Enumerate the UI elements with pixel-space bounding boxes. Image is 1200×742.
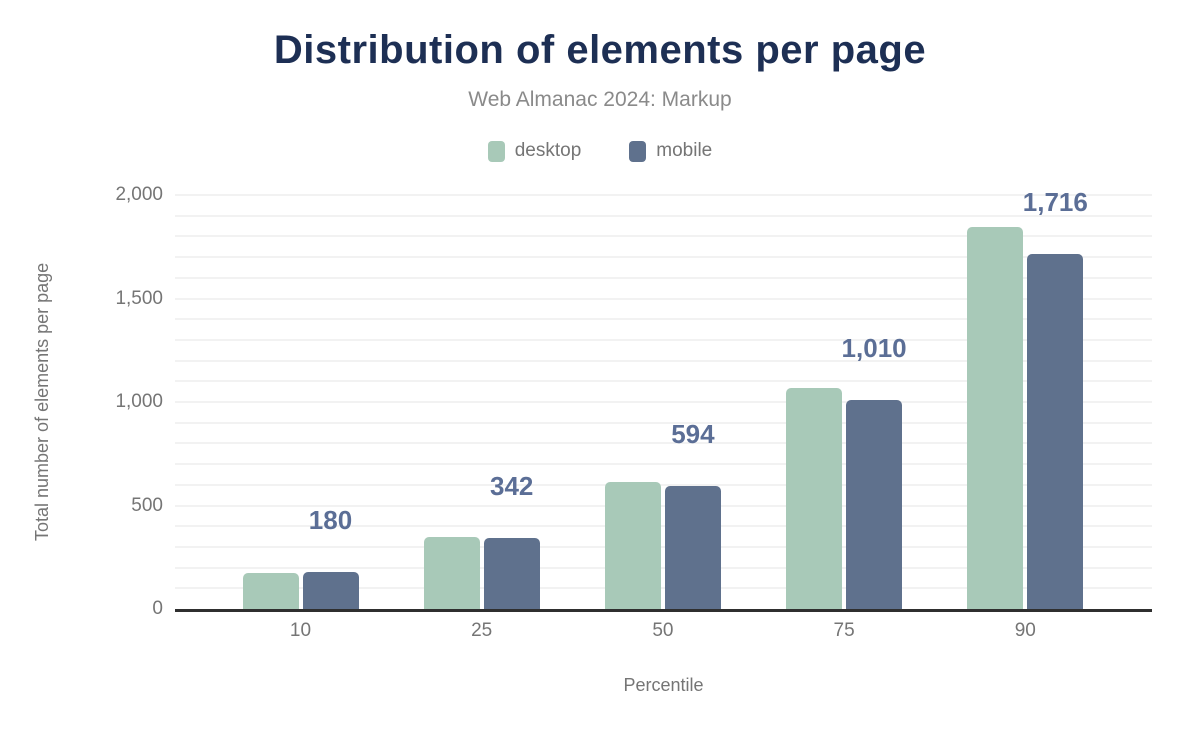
legend-label-mobile: mobile [656,140,713,161]
legend-swatch-mobile [629,140,647,162]
gridline-y-400 [175,525,1152,528]
legend: desktop mobile [0,140,1200,162]
gridline-y-100 [175,587,1152,590]
gridline-y-900 [175,421,1152,424]
x-tick-label-75: 75 [833,620,855,641]
bar-desktop-p50[interactable] [604,481,661,609]
x-tick-label-50: 50 [652,620,674,641]
gridline-y-600 [175,483,1152,486]
bar-mobile-p75[interactable] [846,399,903,609]
bar-mobile-p90[interactable] [1027,253,1084,609]
y-tick-label-0: 0 [152,598,163,619]
legend-item-desktop: desktop [487,140,582,162]
y-tick-label-500: 500 [131,494,163,516]
gridline-y-1900 [175,214,1152,217]
legend-label-desktop: desktop [514,140,582,161]
y-tick-label-1500: 1,500 [115,287,163,309]
y-tick-label-2000: 2,000 [115,184,163,205]
gridline-y-1300 [175,338,1152,341]
gridline-y-700 [175,463,1152,466]
legend-item-mobile: mobile [629,140,712,162]
bar-group-p10: 180 10 [242,195,359,641]
gridline-y-1800 [175,235,1152,238]
data-label-p90: 1,716 [1022,186,1088,217]
data-label-p50: 594 [671,419,715,450]
data-label-p75: 1,010 [841,332,907,363]
bar-group-p25: 342 25 [423,195,540,641]
x-tick-label-10: 10 [289,620,312,641]
x-tick-label-90: 90 [1014,620,1036,641]
gridline-y-500 [175,504,1152,507]
gridline-y-2000 [175,194,1152,196]
plot-area: Percentile 0 500 1,000 1,500 2,000 180 10 342 25… [115,184,1152,695]
gridline-y-1200 [175,359,1152,362]
bar-mobile-p10[interactable] [302,571,359,609]
data-label-p10: 180 [308,504,353,535]
gridline-y-200 [175,566,1152,569]
gridline-y-1700 [175,256,1152,259]
gridline-y-300 [175,545,1152,548]
gridline-y-1100 [175,380,1152,383]
y-tick-label-1000: 1,000 [115,391,163,412]
gridline-y-1000 [175,401,1152,403]
data-label-p25: 342 [489,471,534,502]
bar-desktop-p90[interactable] [967,227,1024,609]
x-axis-title: Percentile [623,675,704,695]
bar-mobile-p25[interactable] [483,538,540,609]
bar-desktop-p10[interactable] [242,572,299,609]
x-tick-label-25: 25 [471,620,493,641]
bar-mobile-p50[interactable] [664,486,721,609]
bar-group-p50: 594 50 [604,195,721,641]
bar-desktop-p25[interactable] [423,536,480,609]
bar-desktop-p75[interactable] [786,387,843,609]
legend-swatch-desktop [487,140,505,162]
chart-subtitle: Web Almanac 2024: Markup [468,88,732,111]
bar-group-p75: 1,010 75 [786,195,907,641]
gridline-y-1500 [175,297,1152,300]
bar-group-p90: 1,716 90 [967,187,1088,641]
gridline-y-800 [175,442,1152,445]
y-axis-title: Total number of elements per page [32,262,52,542]
gridline-y-1400 [175,318,1152,321]
gridline-y-1600 [175,276,1152,279]
chart-title: Distribution of elements per page [273,28,927,72]
